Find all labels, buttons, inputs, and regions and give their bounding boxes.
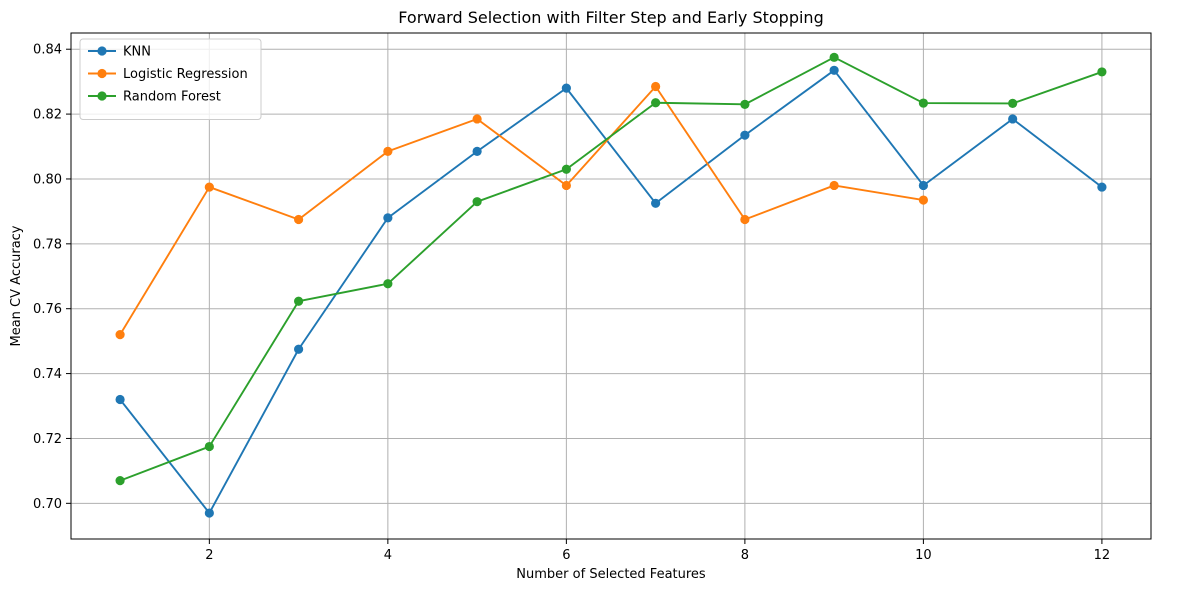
legend: KNN Logistic Regression Random Forest: [79, 38, 262, 120]
legend-marker-knn: [97, 46, 107, 56]
data-point-knn: [651, 198, 661, 208]
x-tick-label: 2: [205, 548, 213, 563]
legend-marker-random-forest: [97, 91, 107, 101]
legend-marker-logistic-regression: [97, 68, 107, 79]
chart-title: Forward Selection with Filter Step and E…: [398, 8, 823, 27]
data-point-random-forest: [383, 279, 393, 289]
data-point-knn: [383, 213, 393, 223]
data-point-random-forest: [740, 99, 750, 109]
legend-item-random-forest: Random Forest: [88, 90, 221, 105]
data-point-knn: [204, 508, 214, 518]
series-layer: [115, 52, 1107, 518]
legend-box: [79, 38, 262, 120]
x-tick-label: 4: [384, 548, 392, 563]
y-tick-label: 0.70: [33, 497, 62, 512]
data-point-random-forest: [561, 164, 571, 174]
legend-label-random-forest: Random Forest: [123, 90, 221, 105]
data-point-random-forest: [472, 197, 482, 207]
series-logistic-regression: [115, 81, 928, 340]
data-point-knn: [918, 180, 928, 191]
axis-ticks: 2 4 6 8 10 12 0.70 0.72 0.74 0.76 0.78 0.80 0.82 0.84: [33, 43, 1110, 563]
y-tick-label: 0.76: [33, 302, 62, 317]
data-point-logistic-regression: [115, 330, 125, 340]
data-point-logistic-regression: [472, 114, 482, 124]
data-point-knn: [472, 146, 482, 156]
data-point-knn: [294, 344, 304, 354]
data-point-knn: [740, 130, 750, 140]
x-tick-label: 8: [741, 548, 749, 563]
series-line-knn: [119, 69, 1103, 514]
data-point-knn: [829, 65, 839, 75]
plot-area-frame: [70, 32, 1152, 540]
data-point-logistic-regression: [204, 182, 214, 192]
data-point-random-forest: [1097, 67, 1107, 77]
data-point-random-forest: [115, 476, 125, 486]
y-tick-label: 0.72: [33, 432, 62, 447]
data-point-random-forest: [651, 98, 661, 108]
legend-item-logistic-regression: Logistic Regression: [88, 67, 248, 82]
data-point-random-forest: [918, 98, 928, 108]
y-tick-label: 0.74: [33, 367, 62, 382]
y-tick-label: 0.82: [33, 108, 62, 123]
data-point-knn: [1097, 182, 1107, 192]
data-point-knn: [115, 394, 125, 405]
x-tick-label: 12: [1094, 548, 1111, 563]
series-random-forest: [115, 52, 1107, 486]
data-point-logistic-regression: [829, 180, 839, 191]
grid-lines: [71, 33, 1151, 539]
data-point-random-forest: [1008, 98, 1018, 108]
data-point-logistic-regression: [740, 214, 750, 225]
y-tick-label: 0.78: [33, 237, 62, 252]
data-point-random-forest: [829, 52, 839, 62]
legend-label-knn: KNN: [123, 45, 151, 60]
data-point-random-forest: [294, 296, 304, 306]
data-point-logistic-regression: [294, 214, 304, 225]
y-tick-label: 0.80: [33, 172, 62, 187]
y-tick-label: 0.84: [33, 43, 62, 58]
series-knn: [115, 65, 1107, 518]
x-axis-label: Number of Selected Features: [516, 567, 706, 582]
x-tick-label: 6: [562, 548, 570, 563]
legend-label-logistic-regression: Logistic Regression: [123, 67, 248, 82]
y-axis-label: Mean CV Accuracy: [9, 225, 24, 346]
legend-item-knn: KNN: [88, 45, 151, 60]
data-point-knn: [1008, 114, 1018, 124]
x-tick-label: 10: [915, 548, 932, 563]
data-point-logistic-regression: [561, 180, 571, 191]
data-point-knn: [561, 83, 571, 93]
data-point-logistic-regression: [918, 195, 928, 205]
data-point-logistic-regression: [651, 81, 661, 92]
data-point-random-forest: [204, 441, 214, 452]
series-line-logistic-regression: [119, 85, 924, 336]
data-point-logistic-regression: [383, 146, 393, 156]
series-line-random-forest: [119, 56, 1103, 482]
